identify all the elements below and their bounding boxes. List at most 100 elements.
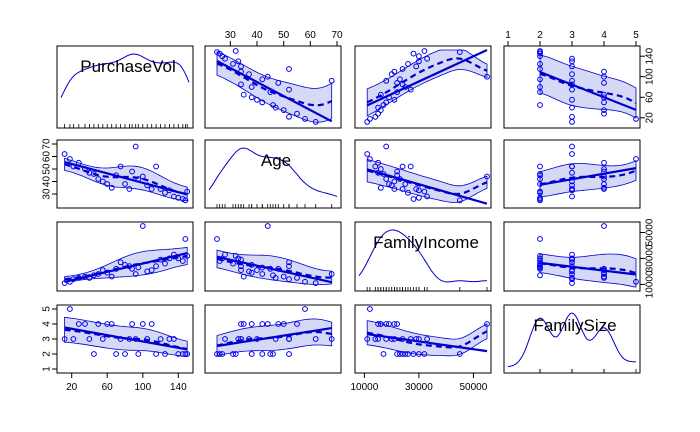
- data-point: [569, 163, 575, 170]
- tick-label: 100: [645, 68, 656, 85]
- data-point: [394, 351, 401, 357]
- data-point: [569, 169, 575, 176]
- data-point: [270, 351, 276, 357]
- data-point: [312, 280, 319, 287]
- data-point: [67, 306, 73, 312]
- data-point: [259, 351, 266, 357]
- data-point: [248, 84, 255, 90]
- data-point: [280, 107, 287, 113]
- data-point: [61, 151, 68, 157]
- data-point: [230, 351, 236, 357]
- smooth-line: [366, 57, 488, 104]
- data-point: [95, 176, 102, 182]
- data-point: [246, 71, 252, 78]
- data-point: [99, 267, 106, 274]
- data-point: [383, 99, 390, 106]
- data-point: [67, 156, 73, 162]
- panel-border: [354, 45, 492, 129]
- tick-label: 4: [42, 321, 53, 327]
- data-point: [148, 321, 155, 327]
- panel-border: [204, 139, 342, 209]
- data-point: [248, 351, 255, 357]
- data-point: [235, 58, 242, 65]
- scatter-panel-familyincome-vs-purchasevol: [61, 223, 191, 287]
- data-point: [405, 61, 411, 67]
- data-point: [259, 76, 266, 83]
- data-point: [484, 73, 490, 80]
- scatter-panel-purchasevol-vs-familyincome: [364, 48, 490, 125]
- data-point: [569, 271, 575, 277]
- data-point: [397, 351, 403, 357]
- data-point: [122, 351, 128, 357]
- data-point: [129, 168, 136, 175]
- data-point: [394, 89, 401, 95]
- data-point: [484, 173, 490, 180]
- tick-label: 30: [225, 30, 237, 41]
- data-point: [267, 89, 274, 95]
- data-point: [569, 104, 575, 111]
- data-point: [312, 336, 319, 342]
- density-curve: [60, 53, 190, 98]
- data-point: [413, 186, 420, 192]
- data-point: [569, 259, 575, 266]
- regression-line: [216, 255, 332, 284]
- tick-label: 2: [42, 351, 53, 357]
- data-point: [364, 336, 371, 342]
- data-point: [238, 63, 244, 70]
- tick-label: 1: [505, 30, 511, 41]
- data-point: [286, 259, 292, 266]
- tick-label: 140: [645, 47, 656, 64]
- variable-label-familysize: FamilySize: [533, 316, 616, 335]
- data-point: [182, 351, 189, 357]
- data-point: [601, 269, 607, 276]
- data-point: [122, 181, 128, 187]
- data-point: [601, 223, 607, 229]
- tick-label: 50: [278, 30, 290, 41]
- data-point: [569, 187, 575, 194]
- data-point: [569, 113, 575, 120]
- data-point: [108, 273, 115, 280]
- axis-right-purchasevol: 20 60 100 140: [640, 47, 656, 123]
- tick-label: 140: [170, 382, 187, 393]
- density-panel-age: Age: [208, 147, 338, 208]
- tick-label: 60: [102, 382, 114, 393]
- tick-label: 4: [601, 30, 607, 41]
- data-point: [383, 176, 390, 182]
- data-point: [424, 55, 431, 62]
- data-point: [380, 171, 387, 177]
- data-point: [157, 186, 164, 192]
- data-point: [104, 269, 111, 276]
- data-point: [153, 163, 160, 170]
- data-point: [153, 351, 160, 357]
- data-point: [238, 336, 244, 342]
- data-point: [230, 260, 236, 267]
- data-point: [82, 321, 88, 327]
- data-point: [402, 351, 409, 357]
- data-point: [328, 77, 335, 84]
- data-point: [569, 151, 575, 157]
- tick-label: 70: [42, 138, 53, 150]
- data-point: [254, 267, 260, 274]
- scatter-panel-familyincome-vs-age: [214, 223, 335, 287]
- data-point: [633, 116, 639, 122]
- spread-band: [366, 158, 488, 203]
- data-point: [214, 351, 220, 357]
- data-point: [214, 236, 220, 242]
- data-point: [601, 68, 607, 75]
- data-point: [184, 188, 191, 195]
- data-point: [182, 197, 189, 204]
- data-point: [91, 171, 97, 177]
- data-point: [126, 336, 133, 342]
- data-point: [391, 68, 398, 75]
- data-point: [537, 76, 543, 83]
- data-point: [421, 188, 428, 195]
- data-point: [456, 197, 463, 204]
- data-point: [405, 189, 411, 196]
- tick-label: 40: [251, 30, 263, 41]
- data-point: [537, 255, 543, 262]
- data-point: [399, 81, 406, 88]
- data-point: [162, 260, 168, 267]
- data-point: [484, 321, 490, 327]
- tick-label: 20: [645, 112, 656, 124]
- data-point: [410, 351, 417, 357]
